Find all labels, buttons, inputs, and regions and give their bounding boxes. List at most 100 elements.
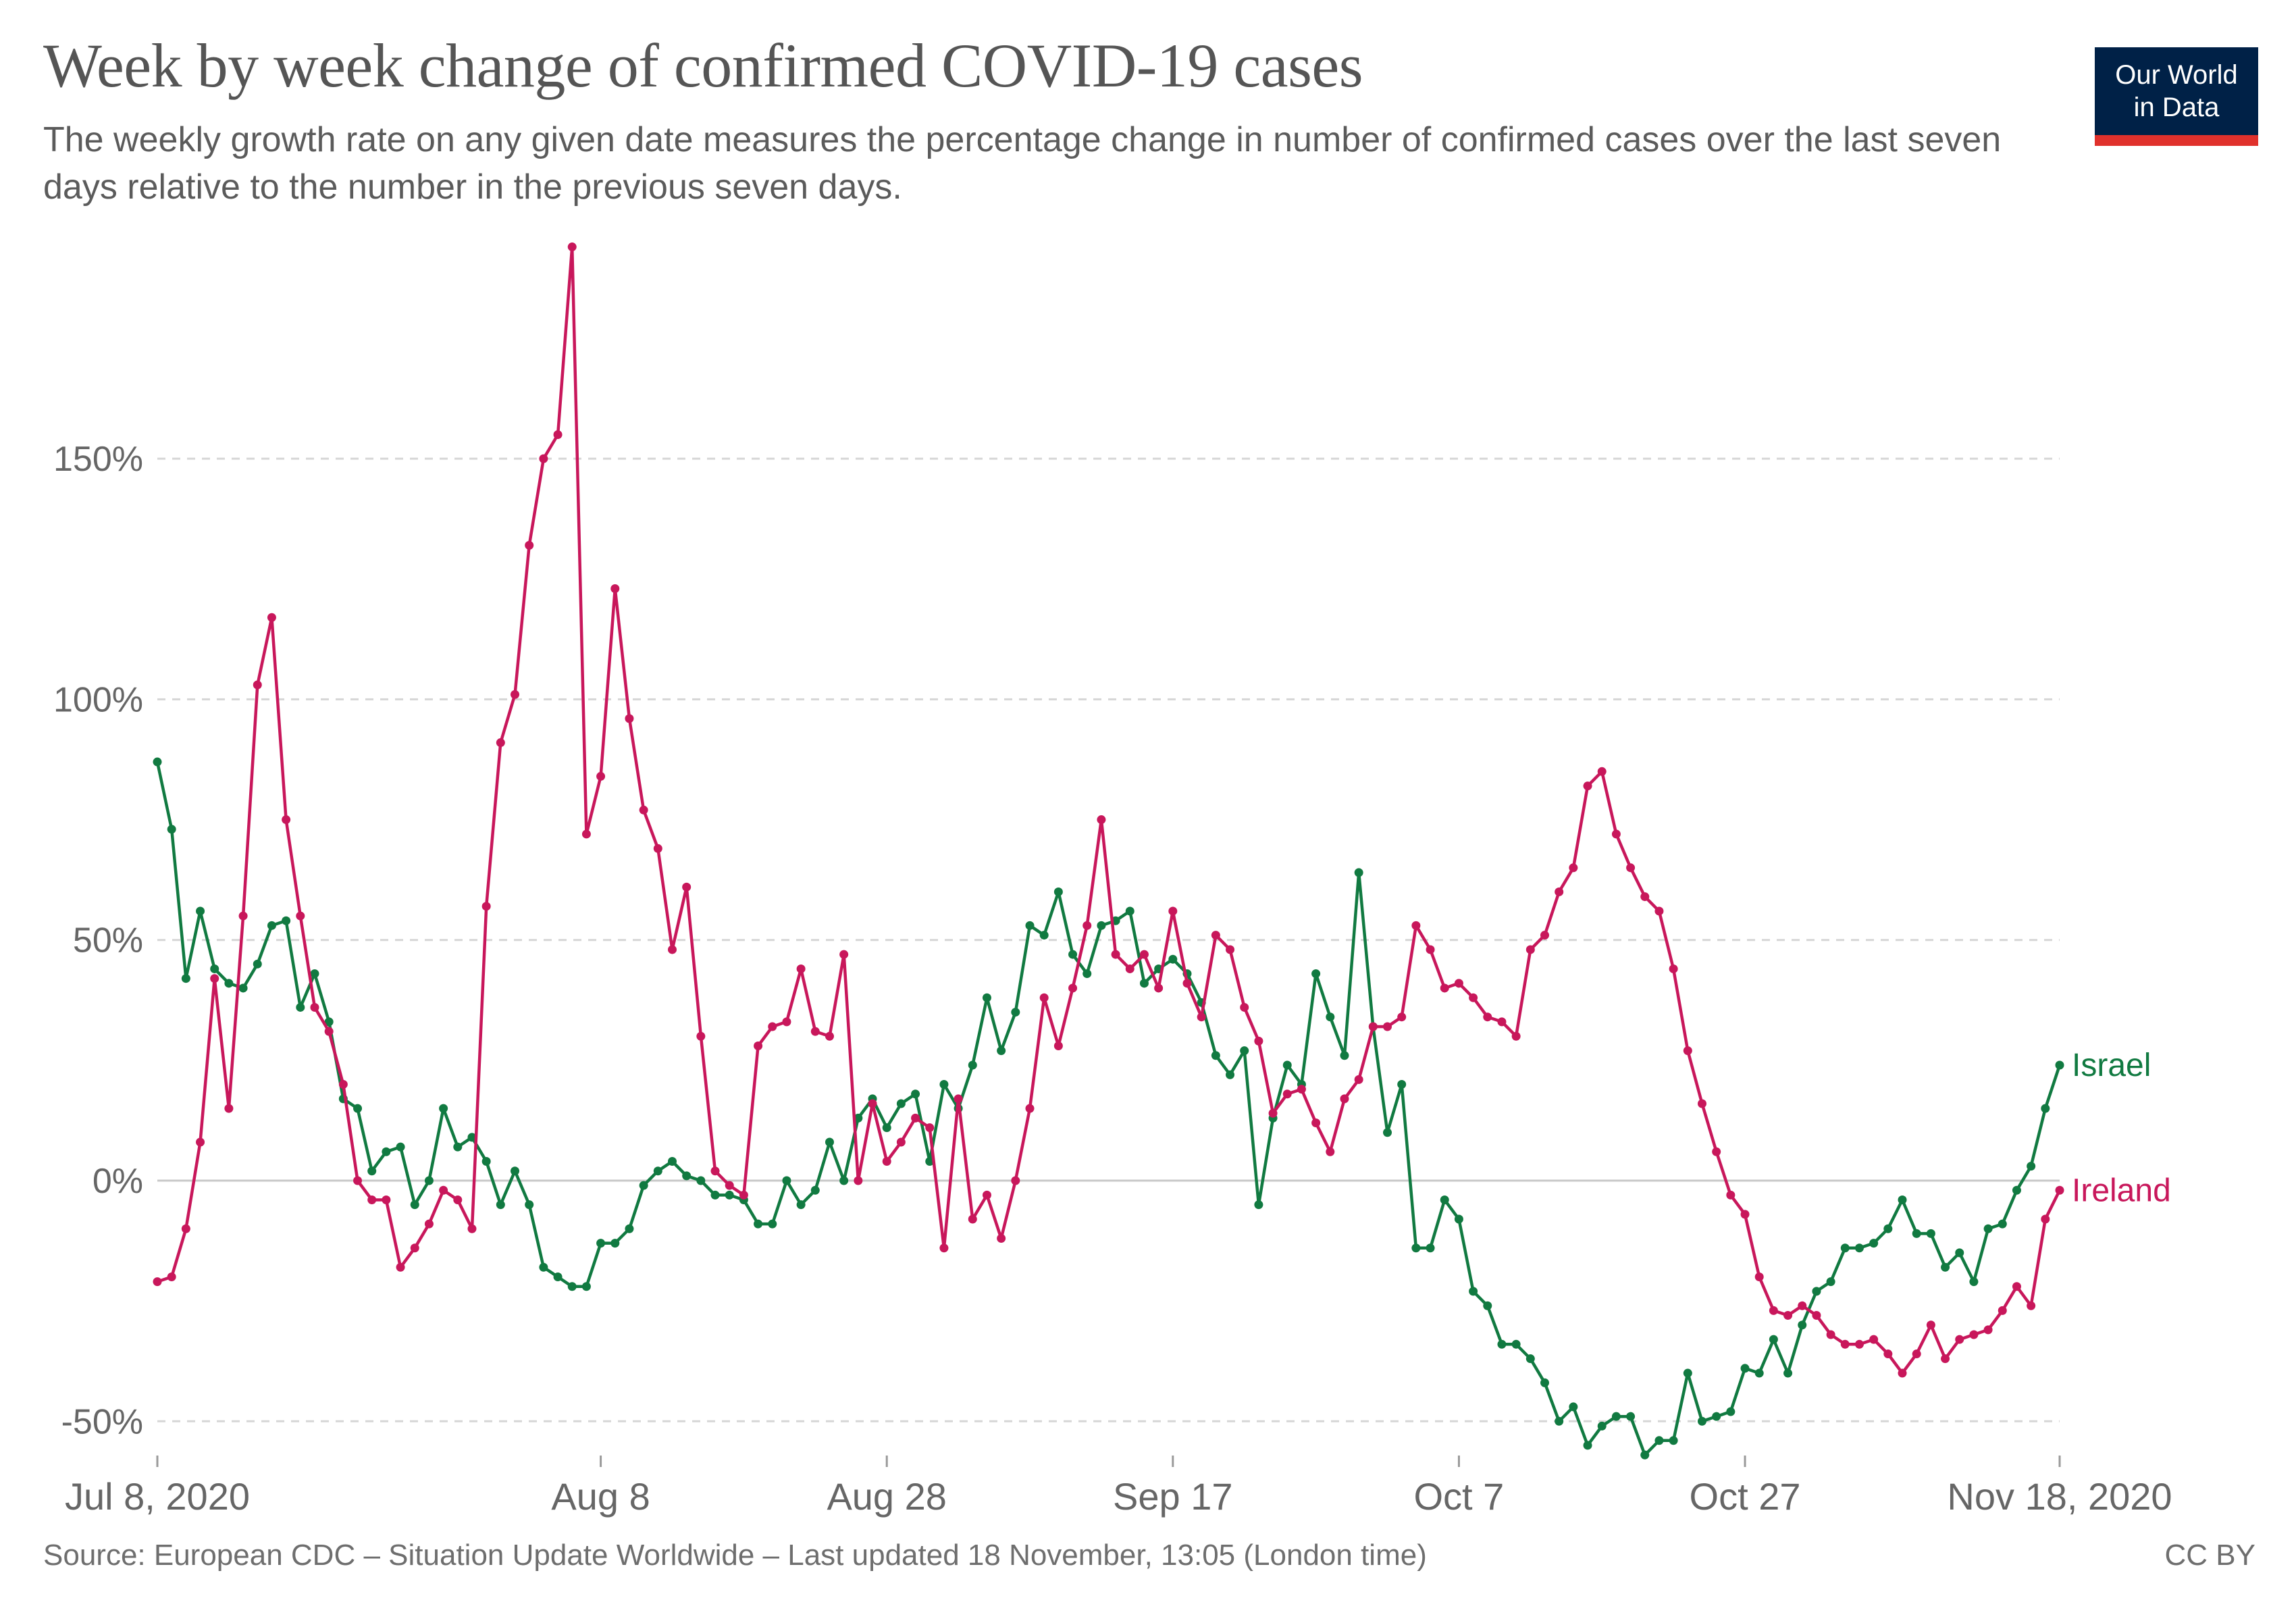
data-point[interactable] bbox=[1826, 1277, 1835, 1287]
data-point[interactable] bbox=[153, 1277, 162, 1287]
data-point[interactable] bbox=[310, 1002, 319, 1012]
data-point[interactable] bbox=[324, 1017, 334, 1027]
data-point[interactable] bbox=[581, 1282, 591, 1291]
data-point[interactable] bbox=[2012, 1185, 2021, 1195]
data-point[interactable] bbox=[367, 1195, 377, 1205]
data-point[interactable] bbox=[1411, 1243, 1421, 1253]
data-point[interactable] bbox=[1740, 1210, 1750, 1219]
data-point[interactable] bbox=[382, 1195, 391, 1205]
data-point[interactable] bbox=[1340, 1051, 1349, 1060]
data-point[interactable] bbox=[296, 1002, 305, 1012]
data-point[interactable] bbox=[939, 1243, 949, 1253]
data-point[interactable] bbox=[324, 1027, 334, 1036]
data-point[interactable] bbox=[1783, 1311, 1793, 1320]
data-point[interactable] bbox=[1840, 1339, 1850, 1349]
data-point[interactable] bbox=[410, 1243, 419, 1253]
data-point[interactable] bbox=[511, 1166, 520, 1176]
data-point[interactable] bbox=[1111, 950, 1120, 959]
data-point[interactable] bbox=[1555, 1416, 1564, 1426]
data-point[interactable] bbox=[1597, 1421, 1607, 1431]
data-point[interactable] bbox=[1025, 1104, 1035, 1113]
data-point[interactable] bbox=[1068, 983, 1078, 993]
data-point[interactable] bbox=[982, 993, 991, 1002]
data-point[interactable] bbox=[839, 1176, 849, 1185]
data-point[interactable] bbox=[1555, 887, 1564, 896]
data-point[interactable] bbox=[854, 1113, 863, 1123]
data-point[interactable] bbox=[854, 1176, 863, 1185]
source-note[interactable]: Source: European CDC – Situation Update … bbox=[43, 1539, 1427, 1572]
data-point[interactable] bbox=[1998, 1306, 2007, 1315]
data-point[interactable] bbox=[1697, 1416, 1706, 1426]
data-point[interactable] bbox=[1011, 1008, 1020, 1017]
data-point[interactable] bbox=[1125, 964, 1134, 973]
data-point[interactable] bbox=[338, 1079, 348, 1089]
data-point[interactable] bbox=[224, 979, 234, 988]
data-point[interactable] bbox=[1082, 969, 1092, 979]
data-point[interactable] bbox=[653, 844, 662, 853]
data-point[interactable] bbox=[1182, 979, 1192, 988]
data-point[interactable] bbox=[896, 1099, 906, 1108]
data-point[interactable] bbox=[653, 1166, 662, 1176]
data-point[interactable] bbox=[1783, 1368, 1793, 1378]
data-point[interactable] bbox=[1053, 1041, 1063, 1050]
data-point[interactable] bbox=[453, 1142, 463, 1152]
data-point[interactable] bbox=[224, 1104, 234, 1113]
data-point[interactable] bbox=[725, 1181, 734, 1190]
license-link[interactable]: CC BY bbox=[2164, 1539, 2255, 1572]
data-point[interactable] bbox=[1611, 829, 1621, 839]
data-point[interactable] bbox=[1525, 1354, 1535, 1364]
data-point[interactable] bbox=[267, 613, 276, 622]
data-point[interactable] bbox=[825, 1031, 834, 1041]
data-point[interactable] bbox=[238, 911, 248, 921]
data-point[interactable] bbox=[1669, 964, 1678, 973]
data-point[interactable] bbox=[167, 1272, 176, 1282]
data-point[interactable] bbox=[424, 1219, 434, 1229]
data-point[interactable] bbox=[1326, 1012, 1335, 1022]
data-point[interactable] bbox=[181, 1224, 190, 1233]
data-point[interactable] bbox=[1798, 1320, 1807, 1330]
data-point[interactable] bbox=[954, 1094, 963, 1104]
data-point[interactable] bbox=[1898, 1195, 1907, 1205]
data-point[interactable] bbox=[1125, 906, 1134, 916]
data-point[interactable] bbox=[810, 1185, 820, 1195]
data-point[interactable] bbox=[1068, 950, 1078, 959]
data-point[interactable] bbox=[1097, 921, 1106, 930]
data-point[interactable] bbox=[1354, 868, 1363, 877]
data-point[interactable] bbox=[754, 1219, 763, 1229]
data-point[interactable] bbox=[1368, 1022, 1378, 1031]
data-point[interactable] bbox=[1926, 1320, 1935, 1330]
data-point[interactable] bbox=[1941, 1262, 1950, 1272]
data-point[interactable] bbox=[1611, 1412, 1621, 1421]
data-point[interactable] bbox=[1440, 983, 1449, 993]
data-point[interactable] bbox=[639, 805, 648, 815]
data-point[interactable] bbox=[296, 911, 305, 921]
data-point[interactable] bbox=[982, 1190, 991, 1200]
data-point[interactable] bbox=[1983, 1224, 1993, 1233]
data-point[interactable] bbox=[1697, 1099, 1706, 1108]
data-point[interactable] bbox=[282, 916, 291, 925]
data-point[interactable] bbox=[396, 1142, 405, 1152]
data-point[interactable] bbox=[1683, 1046, 1692, 1056]
data-point[interactable] bbox=[896, 1137, 906, 1147]
data-point[interactable] bbox=[453, 1195, 463, 1205]
data-point[interactable] bbox=[267, 921, 276, 930]
data-point[interactable] bbox=[1840, 1243, 1850, 1253]
data-point[interactable] bbox=[496, 1200, 505, 1210]
data-point[interactable] bbox=[839, 950, 849, 959]
data-point[interactable] bbox=[1998, 1219, 2007, 1229]
data-point[interactable] bbox=[1769, 1306, 1778, 1315]
data-point[interactable] bbox=[439, 1104, 448, 1113]
data-point[interactable] bbox=[1812, 1311, 1821, 1320]
data-point[interactable] bbox=[1297, 1085, 1306, 1094]
data-point[interactable] bbox=[1311, 969, 1321, 979]
data-point[interactable] bbox=[1483, 1012, 1492, 1022]
data-point[interactable] bbox=[1340, 1094, 1349, 1104]
data-point[interactable] bbox=[997, 1234, 1006, 1243]
data-point[interactable] bbox=[396, 1262, 405, 1272]
data-point[interactable] bbox=[710, 1166, 720, 1176]
data-point[interactable] bbox=[1139, 950, 1149, 959]
data-point[interactable] bbox=[625, 714, 634, 723]
data-point[interactable] bbox=[1826, 1330, 1835, 1339]
data-point[interactable] bbox=[1383, 1022, 1392, 1031]
data-point[interactable] bbox=[768, 1022, 777, 1031]
